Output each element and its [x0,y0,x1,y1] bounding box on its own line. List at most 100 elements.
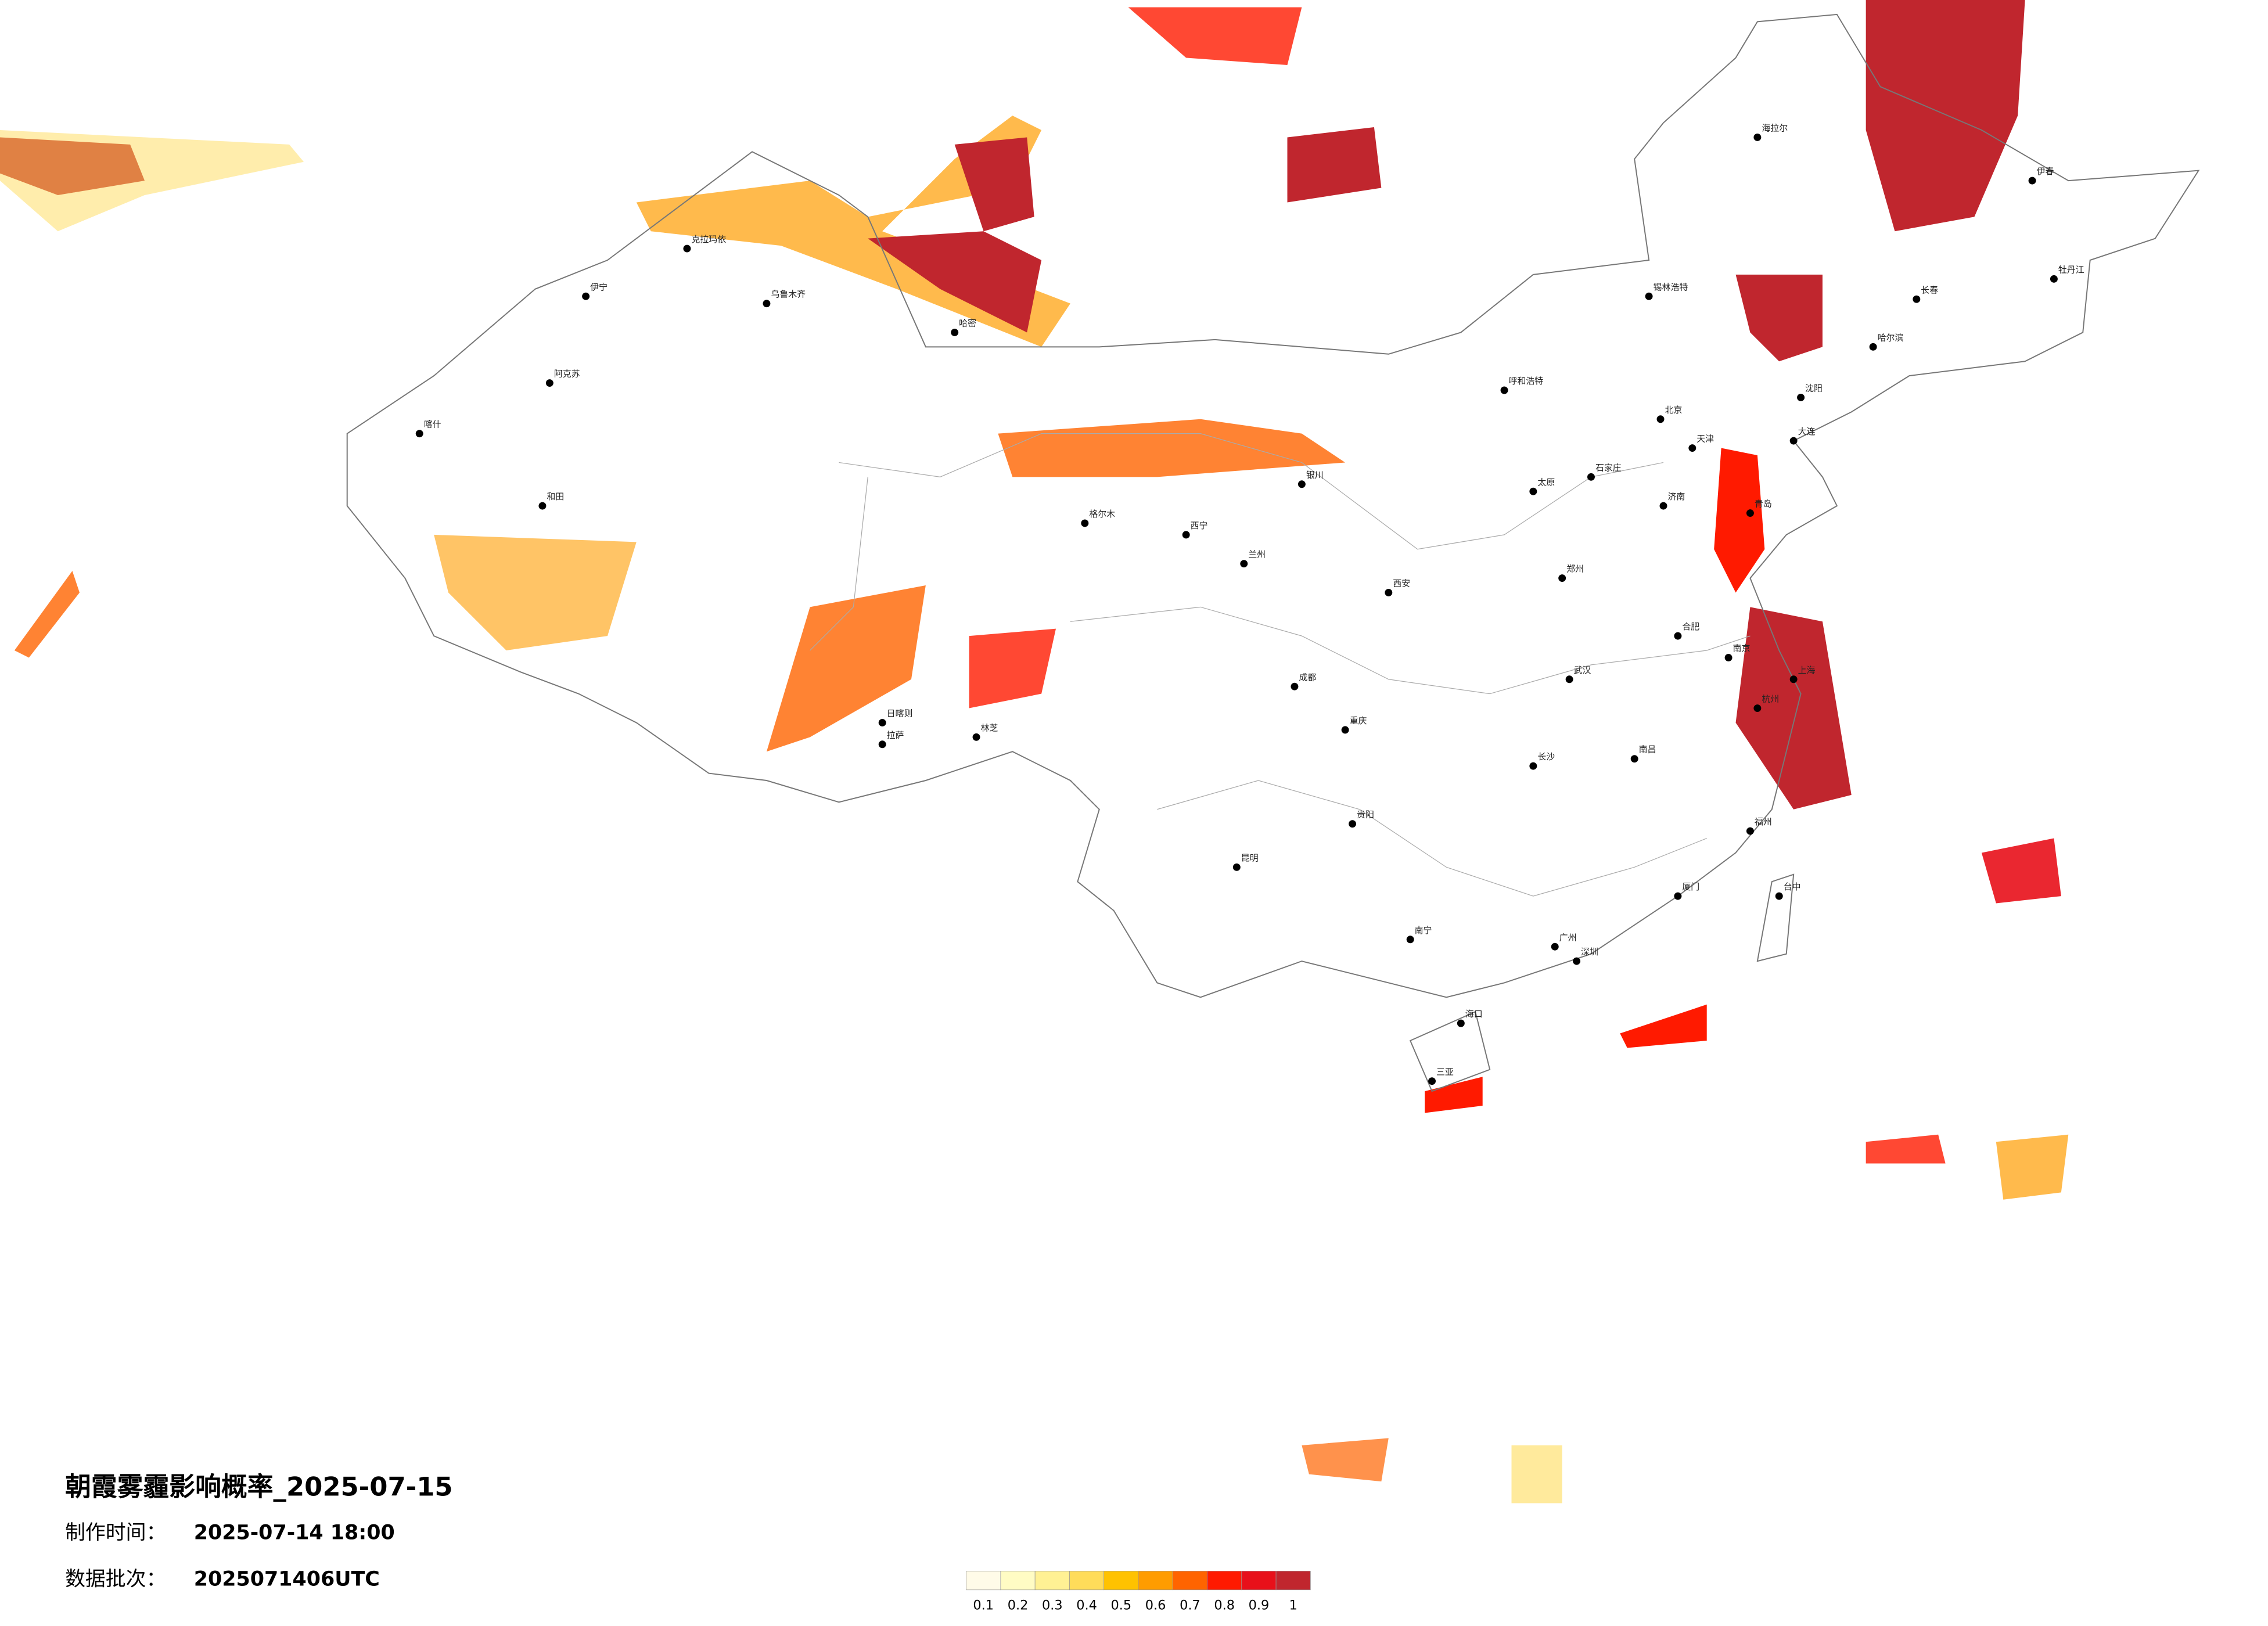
info-label: 数据批次： [65,1567,166,1591]
city-label: 台中 [1784,882,1801,892]
city-dot [538,502,547,510]
city-dot [1789,437,1798,445]
city-label: 西安 [1393,578,1410,589]
city-label: 锡林浩特 [1654,282,1688,292]
city-dot [415,430,423,438]
city-label: 银川 [1306,470,1324,480]
city-dot [1529,762,1537,770]
info-label: 制作时间： [65,1521,166,1545]
colorbar-swatch [1034,1571,1070,1591]
city-label: 克拉玛依 [691,234,726,244]
city-dot [1746,827,1754,835]
city-dot [1297,480,1306,488]
city-dot [545,379,553,387]
island-outline [1756,873,1795,962]
city-dot [582,292,590,300]
city-dot [1240,560,1248,568]
city-label: 和田 [547,491,564,502]
colorbar-tick-label: 0.5 [1111,1598,1132,1613]
city-dot [1630,755,1638,763]
colorbar-swatch [1000,1571,1036,1591]
city-label: 呼和浩特 [1509,376,1544,386]
city-label: 林芝 [981,722,998,733]
city-dot [1551,942,1559,951]
city-dot [1587,473,1595,481]
city-dot [1385,588,1393,596]
colorbar-swatch [966,1571,1001,1591]
city-dot [1753,133,1762,141]
colorbar-swatch [1241,1571,1277,1591]
info-value: 2025-07-14 18:00 [194,1521,395,1545]
haze-area [969,628,1056,708]
colorbar-tick-label: 0.8 [1214,1598,1235,1613]
city-dot [1291,682,1299,690]
city-dot [2050,275,2058,283]
city-label: 牡丹江 [2058,264,2084,275]
city-label: 拉萨 [887,730,904,740]
city-label: 海口 [1465,1009,1483,1019]
haze-area [1425,1077,1483,1113]
city-dot [1724,653,1733,661]
city-label: 南昌 [1639,744,1656,755]
city-dot [1645,292,1653,300]
city-dot [1656,415,1665,423]
city-label: 沈阳 [1805,383,1823,394]
city-dot [972,733,980,741]
colorbar-swatch [1138,1571,1173,1591]
haze-area [1128,7,1302,66]
city-dot [1746,509,1754,517]
city-label: 哈密 [959,318,976,329]
colorbar-swatch [1207,1571,1242,1591]
city-label: 大连 [1798,426,1816,437]
city-label: 长沙 [1537,751,1555,762]
city-label: 杭州 [1762,694,1779,704]
city-label: 石家庄 [1595,462,1622,473]
info-value: 2025071406UTC [194,1567,380,1591]
city-dot [1565,675,1573,684]
city-label: 哈尔滨 [1878,332,1904,343]
city-dot [1674,892,1682,900]
city-label: 兰州 [1248,549,1266,560]
haze-area [1302,1438,1389,1482]
haze-area [868,231,1042,333]
city-label: 西宁 [1191,520,1208,531]
city-dot [1529,487,1537,495]
colorbar-tick-label: 0.2 [1008,1598,1029,1613]
city-label: 济南 [1667,491,1685,502]
haze-area [434,534,637,650]
city-label: 上海 [1798,665,1816,675]
city-dot [878,718,886,726]
city-dot [878,740,886,749]
haze-area [1996,1134,2069,1200]
city-dot [1558,574,1566,582]
city-dot [1182,531,1190,539]
city-dot [1428,1077,1436,1085]
city-dot [763,300,771,308]
haze-area [1735,274,1823,362]
country-outline [346,13,2200,998]
city-label: 合肥 [1682,621,1699,632]
city-dot [951,328,959,336]
haze-area [998,419,1346,477]
city-dot [1573,957,1581,965]
city-label: 天津 [1696,434,1714,444]
city-dot [1775,892,1783,900]
island-outline [1409,1010,1491,1092]
city-dot [1457,1019,1465,1027]
city-label: 福州 [1755,816,1772,827]
haze-area [1866,1134,1946,1164]
city-label: 南宁 [1415,925,1432,936]
city-dot [2028,177,2036,185]
city-label: 贵阳 [1357,810,1374,820]
city-label: 武汉 [1574,665,1591,675]
haze-area [1866,0,2025,232]
colorbar-tick-label: 0.4 [1076,1598,1097,1613]
city-dot [1789,675,1798,684]
city-dot [1913,295,1921,303]
city-label: 格尔木 [1089,509,1115,519]
city-dot [1341,726,1349,734]
city-label: 乌鲁木齐 [771,289,806,300]
haze-areas [0,0,2069,1503]
